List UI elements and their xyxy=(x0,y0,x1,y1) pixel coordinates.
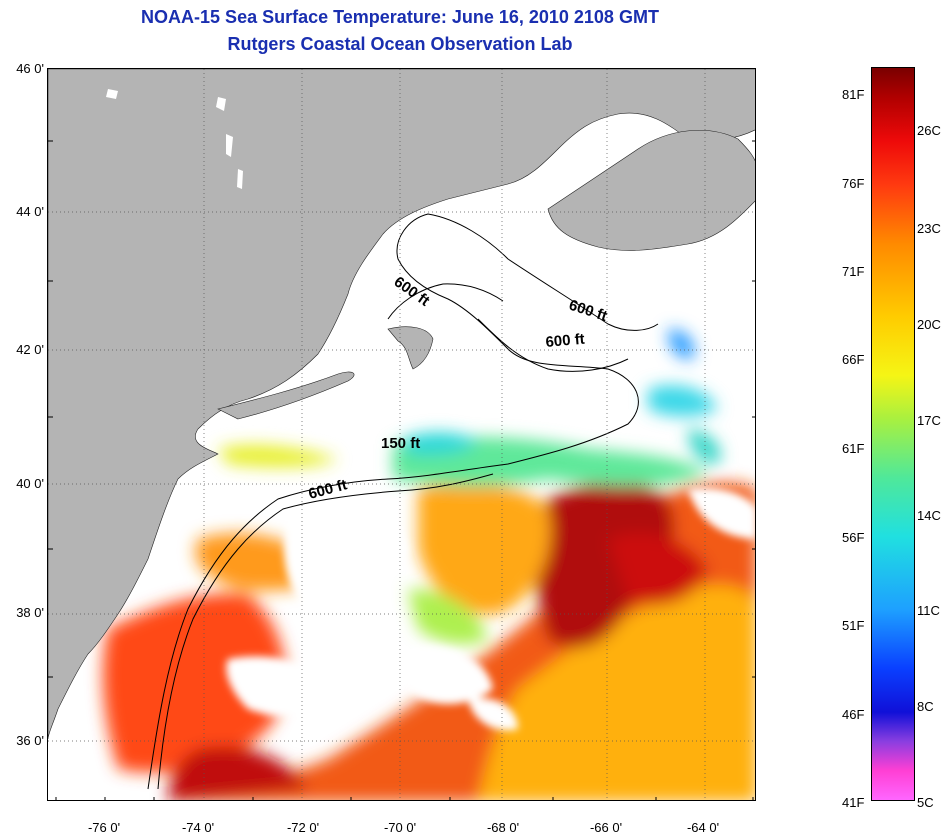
lat-label-46: 46 0' xyxy=(16,61,44,76)
map-canvas: 600 ft 600 ft 600 ft 150 ft 600 ft xyxy=(48,69,755,800)
colorbar-c-5: 5C xyxy=(917,795,934,810)
colorbar-f-41: 41F xyxy=(842,795,865,810)
contour-label-600ft-b: 600 ft xyxy=(567,297,610,325)
lon-label-70: -70 0' xyxy=(383,820,417,835)
colorbar-c-11: 11C xyxy=(917,603,940,618)
colorbar-c-20: 20C xyxy=(917,317,941,332)
colorbar-c-14: 14C xyxy=(917,508,941,523)
cloud-mask xyxy=(226,487,755,731)
lat-label-40: 40 0' xyxy=(16,476,44,491)
lat-label-36: 36 0' xyxy=(16,733,44,748)
sst-map: 600 ft 600 ft 600 ft 150 ft 600 ft xyxy=(47,68,756,801)
lon-label-76: -76 0' xyxy=(87,820,121,835)
colorbar-f-81: 81F xyxy=(842,87,865,102)
contour-label-600ft-c: 600 ft xyxy=(545,331,586,351)
colorbar-c-26: 26C xyxy=(917,123,941,138)
colorbar-f-46: 46F xyxy=(842,707,865,722)
lon-label-68: -68 0' xyxy=(486,820,520,835)
colorbar-f-56: 56F xyxy=(842,530,865,545)
lat-label-44: 44 0' xyxy=(16,204,44,219)
lat-label-42: 42 0' xyxy=(16,342,44,357)
contour-label-150ft: 150 ft xyxy=(381,435,420,452)
axis-ticks xyxy=(48,140,755,800)
lon-label-72: -72 0' xyxy=(286,820,320,835)
map-subtitle: Rutgers Coastal Ocean Observation Lab xyxy=(227,34,573,54)
colorbar-c-23: 23C xyxy=(917,221,941,236)
colorbar-c-8: 8C xyxy=(917,699,934,714)
colorbar-f-66: 66F xyxy=(842,352,865,367)
lon-label-64: -64 0' xyxy=(686,820,720,835)
map-title: NOAA-15 Sea Surface Temperature: June 16… xyxy=(141,7,659,27)
contour-label-600ft-a: 600 ft xyxy=(391,273,433,309)
temperature-colorbar xyxy=(871,67,915,801)
lat-label-38: 38 0' xyxy=(16,605,44,620)
colorbar-f-61: 61F xyxy=(842,441,865,456)
lakes xyxy=(106,89,243,189)
colorbar-c-17: 17C xyxy=(917,413,941,428)
lon-label-74: -74 0' xyxy=(181,820,215,835)
colorbar-f-51: 51F xyxy=(842,618,865,633)
landmass xyxy=(48,69,755,740)
colorbar-f-76: 76F xyxy=(842,176,865,191)
lon-label-66: -66 0' xyxy=(589,820,623,835)
isobath-contours xyxy=(147,213,659,790)
colorbar-f-71: 71F xyxy=(842,264,865,279)
